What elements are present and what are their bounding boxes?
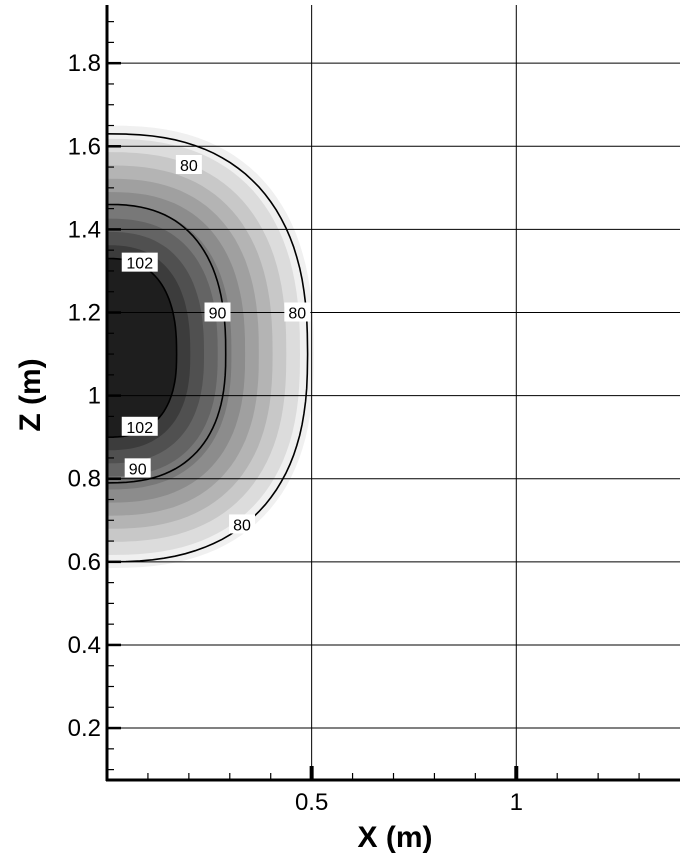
contour-label-1: 80 — [288, 306, 306, 323]
contour-label-bg-1 — [284, 302, 311, 322]
contour-label-0: 80 — [180, 158, 198, 175]
contour-band-10 — [107, 258, 177, 438]
y-tick-label-0: 0.2 — [68, 715, 101, 742]
axes: 0.2 0.4 0.6 0.8 1 1.2 1.4 1.6 1.8 0.5 1 — [68, 5, 680, 816]
contour-label-bg-5 — [121, 252, 158, 272]
y-tick-label-7: 1.6 — [68, 133, 101, 160]
y-tick-label-5: 1.2 — [68, 300, 101, 327]
contour-fills — [107, 125, 314, 569]
contour-label-bg-3 — [204, 302, 231, 322]
contour-label-bg-0 — [175, 154, 202, 174]
x-tick-label-0: 0.5 — [295, 789, 328, 816]
y-axis-title: Z (m) — [14, 358, 47, 431]
contour-label-bg-6 — [121, 416, 158, 436]
y-tick-label-2: 0.6 — [68, 549, 101, 576]
contour-label-3: 90 — [209, 306, 227, 323]
y-tick-label-3: 0.8 — [68, 466, 101, 493]
grid-lines — [107, 5, 680, 780]
x-tick-label-1: 1 — [510, 789, 523, 816]
contour-labels: 80 80 80 90 90 102 102 — [121, 154, 311, 534]
x-axis-title: X (m) — [358, 821, 433, 854]
contour-label-5: 102 — [126, 256, 153, 273]
contour-label-4: 90 — [129, 461, 147, 478]
contour-line-90 — [107, 203, 227, 484]
y-tick-label-4: 1 — [88, 383, 101, 410]
contour-label-bg-2 — [229, 514, 256, 534]
y-tick-label-6: 1.4 — [68, 216, 101, 243]
contour-label-2: 80 — [233, 517, 251, 534]
y-tick-label-8: 1.8 — [68, 50, 101, 77]
contour-label-bg-4 — [124, 458, 151, 478]
contour-label-6: 102 — [126, 420, 153, 437]
y-tick-label-1: 0.4 — [68, 632, 101, 659]
contour-line-80 — [107, 133, 309, 563]
